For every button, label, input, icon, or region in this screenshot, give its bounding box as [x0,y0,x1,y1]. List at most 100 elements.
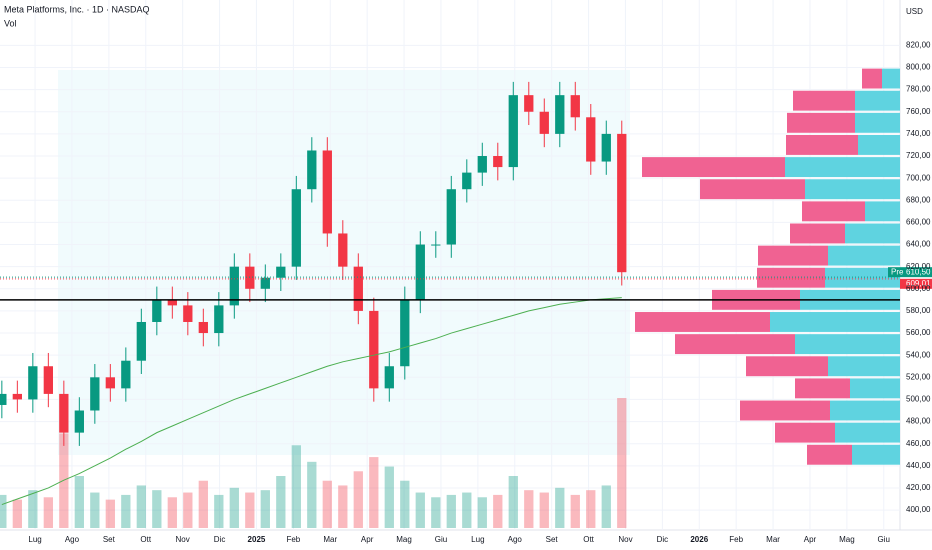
volume-bar [601,485,611,528]
volume-bar [570,494,580,528]
volume-bar [431,497,441,528]
x-tick-label: Giu [878,535,890,544]
volume-bar [198,480,208,528]
candle-body [245,266,255,289]
profile-up [830,400,900,421]
profile-up [805,179,900,200]
volume-bar [462,492,472,528]
profile-down [758,245,828,266]
volume-bar [617,398,627,528]
candle-body [276,266,286,278]
candle-body [214,305,224,334]
y-tick-label: 640,00 [906,240,931,249]
profile-down [795,378,850,399]
volume-bar [43,497,53,528]
profile-down [757,267,825,288]
volume-bar [214,494,224,528]
profile-down [775,422,835,443]
y-tick-label: 480,00 [906,417,931,426]
pre-box [888,267,932,278]
x-tick-label: Set [103,535,116,544]
y-tick-label: 520,00 [906,372,931,381]
y-tick-label: 720,00 [906,151,931,160]
profile-up [828,245,900,266]
x-tick-label: Lug [471,535,484,544]
x-tick-label: Giu [435,535,447,544]
volume-bar [12,499,22,528]
x-tick-label: Ago [508,535,523,544]
volume-bar [369,457,379,528]
volume-bar [586,490,596,528]
volume-bar [74,476,84,528]
candle-body [601,133,611,162]
x-tick-label: 2025 [248,535,266,544]
volume-bar [291,445,301,528]
x-tick-label: Set [546,535,559,544]
y-tick-label: 760,00 [906,107,931,116]
profile-down [790,223,845,244]
profile-up [825,267,900,288]
volume-bar [229,487,239,528]
volume-bar [524,490,534,528]
candle-body [74,410,84,433]
candle-body [105,377,115,389]
y-tick-label: 440,00 [906,461,931,470]
volume-bar [307,461,317,528]
profile-down [793,90,855,111]
chart-title: Meta Platforms, Inc. · 1D · NASDAQ [4,4,150,14]
y-tick-label: 540,00 [906,350,931,359]
candle-body [59,393,69,433]
candle-body [183,305,193,322]
x-tick-label: Feb [286,535,300,544]
x-tick-label: Ott [140,535,151,544]
profile-up [785,157,900,178]
x-tick-label: Ago [65,535,80,544]
profile-up [828,356,900,377]
x-tick-label: Dic [214,535,226,544]
candle-body [415,244,425,300]
profile-up [855,90,900,111]
profile-down [802,201,865,222]
volume-bar [493,494,503,528]
candle-body [307,150,317,190]
candle-body [121,360,131,389]
y-tick-label: 400,00 [906,505,931,514]
volume-label: Vol [4,18,17,28]
candle-body [493,156,503,168]
candle-body [508,95,518,168]
volume-bar [415,492,425,528]
y-tick-label: 820,00 [906,40,931,49]
candle-body [90,377,100,411]
profile-up [795,334,900,355]
profile-down [786,134,858,155]
y-tick-label: 700,00 [906,173,931,182]
volume-bar [28,490,38,528]
volume-bar [152,490,162,528]
candle-body [338,233,348,267]
candle-body [524,95,534,112]
profile-up [835,422,900,443]
profile-up [865,201,900,222]
profile-up [852,444,900,465]
volume-bar [477,497,487,528]
candle-body [462,172,472,190]
volume-bar [539,492,549,528]
profile-up [770,312,900,332]
currency: USD [906,7,923,16]
y-tick-label: 620,00 [906,262,931,271]
candle-body [229,266,239,306]
x-tick-label: Mag [396,535,412,544]
last-box [900,278,932,289]
volume-bar [121,494,131,528]
volume-bar [90,492,100,528]
moving-average [1,297,622,506]
profile-up [855,112,900,133]
candle-body [291,189,301,267]
profile-up [882,68,900,89]
candle-body [555,95,565,134]
y-tick-label: 660,00 [906,218,931,227]
y-tick-label: 600,00 [906,284,931,293]
candle-body [136,321,146,361]
volume-bar [508,476,518,528]
profile-up [845,223,900,244]
